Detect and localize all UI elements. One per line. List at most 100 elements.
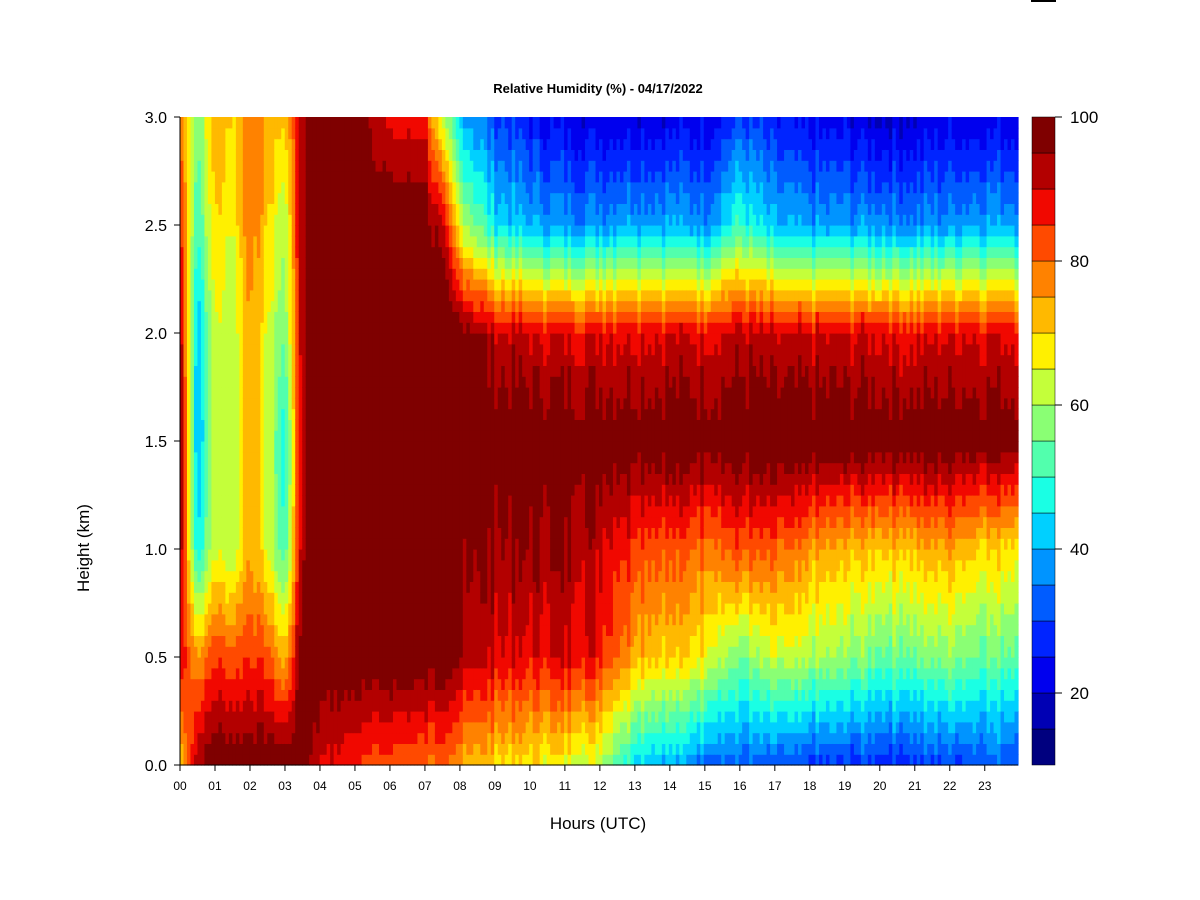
heatmap-cell xyxy=(361,397,366,410)
heatmap-cell xyxy=(431,603,436,615)
heatmap-cell xyxy=(448,149,453,161)
heatmap-cell xyxy=(295,689,300,701)
heatmap-cell xyxy=(462,322,467,334)
heatmap-cell xyxy=(337,397,342,410)
heatmap-cell xyxy=(351,441,356,453)
heatmap-cell xyxy=(431,225,436,237)
heatmap-cell xyxy=(382,300,387,312)
heatmap-cell xyxy=(232,732,237,744)
heatmap-cell xyxy=(193,732,199,744)
heatmap-cell xyxy=(340,549,345,561)
heatmap-cell xyxy=(386,624,391,636)
heatmap-cell xyxy=(361,538,366,550)
heatmap-cell xyxy=(242,171,247,183)
heatmap-cell xyxy=(330,657,335,669)
heatmap-cell xyxy=(309,192,314,204)
heatmap-cell xyxy=(291,192,296,204)
heatmap-cell xyxy=(452,289,457,302)
heatmap-cell xyxy=(330,592,335,604)
heatmap-cell xyxy=(386,592,391,604)
heatmap-cell xyxy=(207,311,213,323)
heatmap-cell xyxy=(326,732,331,744)
heatmap-cell xyxy=(399,225,405,237)
heatmap-cell xyxy=(242,451,247,464)
heatmap-cell xyxy=(351,451,356,464)
heatmap-cell xyxy=(469,754,474,766)
heatmap-cell xyxy=(270,300,275,312)
heatmap-cell xyxy=(333,441,338,453)
heatmap-cell xyxy=(452,559,457,572)
heatmap-cell xyxy=(365,570,370,582)
heatmap-cell xyxy=(365,538,370,550)
heatmap-cell xyxy=(420,484,426,496)
heatmap-cell xyxy=(249,257,254,269)
heatmap-cell xyxy=(351,570,356,582)
heatmap-cell xyxy=(365,581,370,593)
heatmap-cell xyxy=(207,646,213,658)
heatmap-cell xyxy=(291,343,296,356)
heatmap-cell xyxy=(204,408,209,420)
heatmap-cell xyxy=(207,117,213,129)
heatmap-cell xyxy=(354,711,359,723)
heatmap-cell xyxy=(389,181,394,194)
heatmap-cell xyxy=(399,279,405,291)
heatmap-cell xyxy=(351,322,356,334)
heatmap-cell xyxy=(323,246,328,258)
heatmap-cell xyxy=(469,721,474,734)
heatmap-cell xyxy=(372,667,377,680)
heatmap-cell xyxy=(204,754,209,766)
heatmap-cell xyxy=(358,343,363,356)
heatmap-cell xyxy=(228,225,233,237)
heatmap-cell xyxy=(319,592,324,604)
heatmap-cell xyxy=(288,505,293,518)
heatmap-cell xyxy=(372,570,377,582)
heatmap-cell xyxy=(406,473,412,485)
heatmap-cell xyxy=(232,624,237,636)
heatmap-cell xyxy=(365,527,370,539)
heatmap-cell xyxy=(403,365,408,377)
heatmap-cell xyxy=(389,689,394,701)
heatmap-cell xyxy=(410,419,415,431)
heatmap-cell xyxy=(274,721,279,734)
heatmap-cell xyxy=(221,430,226,442)
heatmap-cell xyxy=(441,721,446,734)
heatmap-cell xyxy=(396,743,401,755)
heatmap-cell xyxy=(413,484,419,496)
heatmap-cell xyxy=(361,570,366,582)
heatmap-cell xyxy=(309,462,314,474)
heatmap-cell xyxy=(420,732,426,744)
heatmap-cell xyxy=(186,419,192,431)
heatmap-cell xyxy=(389,322,394,334)
heatmap-cell xyxy=(277,462,282,474)
heatmap-cell xyxy=(386,689,391,701)
heatmap-cell xyxy=(399,214,405,226)
heatmap-cell xyxy=(438,127,443,140)
heatmap-cell xyxy=(298,171,303,183)
heatmap-cell xyxy=(462,635,467,647)
heatmap-cell xyxy=(298,667,303,680)
heatmap-cell xyxy=(295,495,300,507)
heatmap-cell xyxy=(242,570,247,582)
heatmap-cell xyxy=(399,646,405,658)
heatmap-cell xyxy=(263,743,268,755)
heatmap-cell xyxy=(197,397,202,410)
heatmap-cell xyxy=(183,559,188,572)
heatmap-cell xyxy=(462,225,467,237)
heatmap-cell xyxy=(193,527,199,539)
heatmap-cell xyxy=(382,678,387,690)
heatmap-cell xyxy=(431,419,436,431)
heatmap-cell xyxy=(288,570,293,582)
heatmap-cell xyxy=(382,257,387,269)
heatmap-cell xyxy=(316,495,321,507)
heatmap-cell xyxy=(427,430,432,442)
heatmap-cell xyxy=(462,538,467,550)
heatmap-cell xyxy=(459,592,464,604)
heatmap-cell xyxy=(291,279,296,291)
heatmap-cell xyxy=(326,678,331,690)
heatmap-cell xyxy=(466,451,471,464)
heatmap-cell xyxy=(389,732,394,744)
heatmap-cell xyxy=(190,279,195,291)
heatmap-cell xyxy=(249,581,254,593)
heatmap-cell xyxy=(396,117,401,129)
